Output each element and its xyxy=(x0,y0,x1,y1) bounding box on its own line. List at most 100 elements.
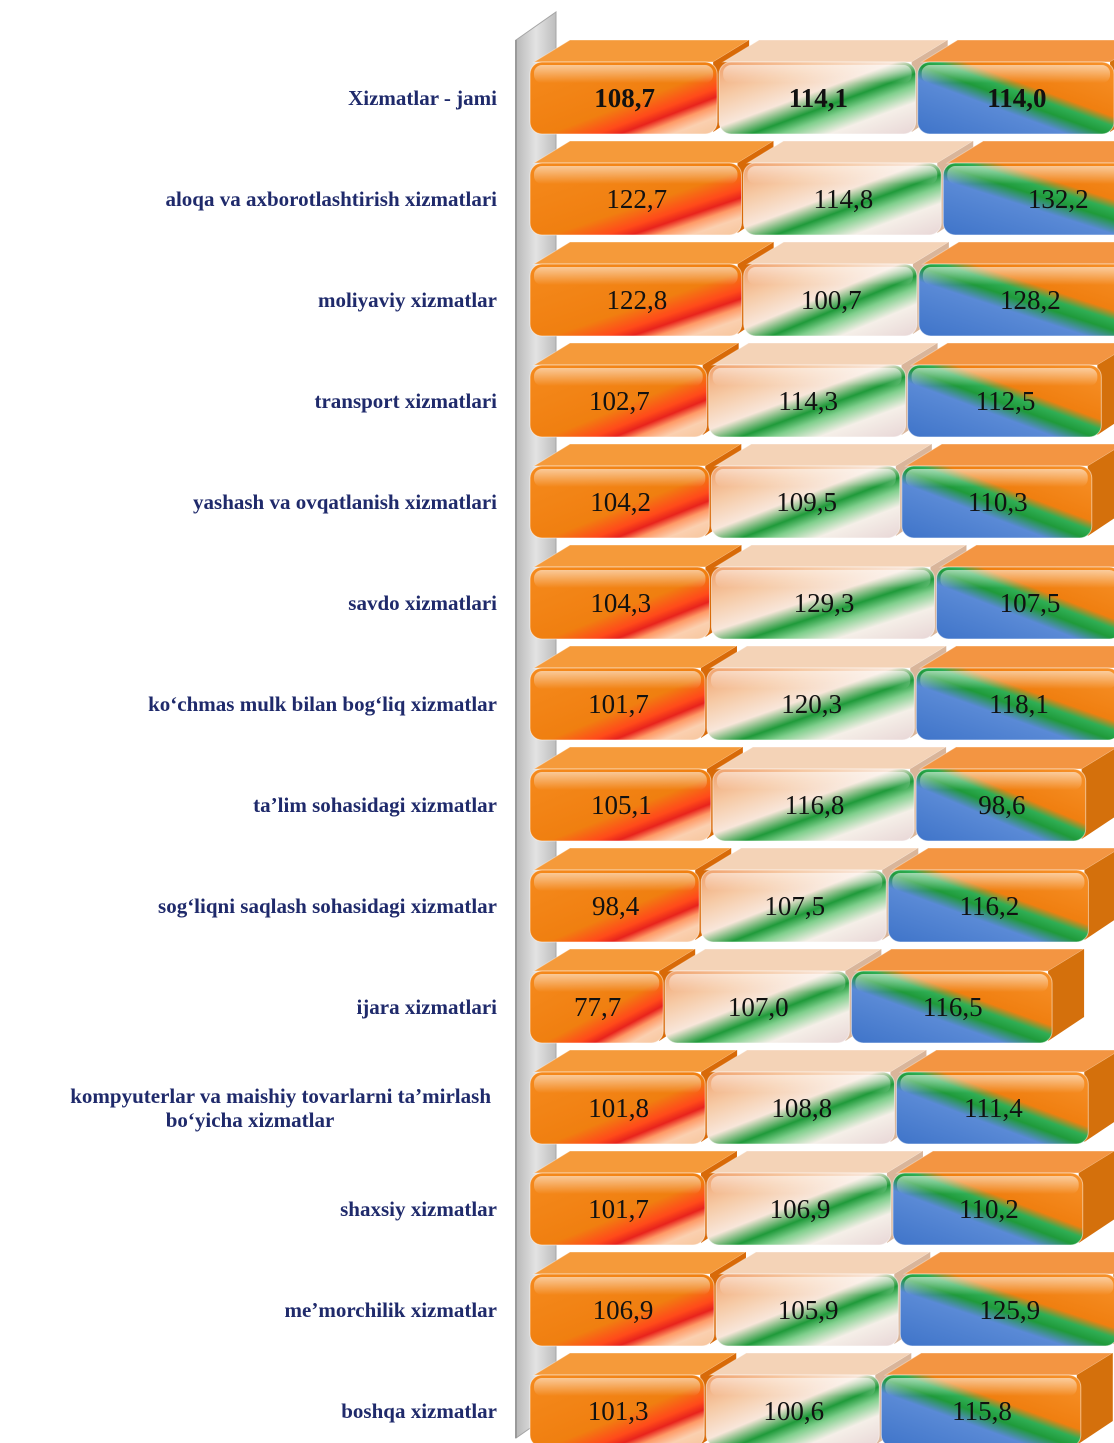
bar-segment: 122,8 xyxy=(529,241,776,337)
bar-top-face xyxy=(532,140,776,164)
data-label: 101,3 xyxy=(588,1396,649,1426)
category-label: transport xizmatlari xyxy=(314,389,497,413)
bar-segment: 108,8 xyxy=(706,1049,929,1145)
category-label-line: me’morchilik xizmatlar xyxy=(285,1298,497,1322)
bar-top-face xyxy=(745,140,976,164)
bar-segment: 107,5 xyxy=(935,544,1114,640)
data-label: 105,9 xyxy=(778,1295,839,1325)
data-label: 109,5 xyxy=(776,487,837,517)
bar-sheen xyxy=(534,1378,701,1396)
data-label: 101,8 xyxy=(588,1093,649,1123)
data-label: 115,8 xyxy=(952,1396,1012,1426)
data-label: 120,3 xyxy=(781,689,842,719)
data-label: 125,9 xyxy=(979,1295,1040,1325)
data-label: 101,7 xyxy=(588,689,649,719)
data-label: 105,1 xyxy=(591,790,652,820)
bar-sheen xyxy=(723,65,912,83)
bar-top-face xyxy=(709,1150,925,1174)
data-label: 100,7 xyxy=(801,285,862,315)
bar-segment: 108,7 xyxy=(529,39,751,135)
bar-segment: 125,9 xyxy=(899,1251,1114,1347)
bar-top-face xyxy=(532,39,751,63)
bar-top-face xyxy=(721,39,950,63)
bar-sheen xyxy=(716,772,911,790)
bar-segment: 110,3 xyxy=(901,443,1114,539)
bar-sheen xyxy=(705,873,883,891)
category-labels: Xizmatlar - jami aloqa va axborotlashtiri… xyxy=(70,86,497,1423)
bar-sheen xyxy=(712,368,902,386)
bar-segment: 128,2 xyxy=(918,241,1114,337)
data-label: 122,8 xyxy=(606,285,667,315)
data-label: 107,5 xyxy=(764,891,825,921)
data-label: 106,9 xyxy=(593,1295,654,1325)
category-label: ko‘chmas mulk bilan bog‘liq xizmatlar xyxy=(148,692,497,716)
bar-segment: 104,3 xyxy=(529,544,744,640)
category-label-line: savdo xizmatlari xyxy=(348,591,497,615)
bar-top-face xyxy=(713,443,934,467)
bar-sheen xyxy=(900,1075,1085,1093)
bar-sheen xyxy=(534,974,660,992)
bar-segment: 114,0 xyxy=(917,39,1114,135)
bar-sheen xyxy=(747,166,938,184)
category-label: aloqa va axborotlashtirish xizmatlari xyxy=(165,187,497,211)
bar-side-face xyxy=(1084,1053,1114,1142)
bar-sheen xyxy=(885,1378,1077,1396)
category-label: moliyaviy xizmatlar xyxy=(318,288,497,312)
data-label: 77,7 xyxy=(574,992,621,1022)
category-label-line: ijara xizmatlari xyxy=(356,995,497,1019)
bar-top-face xyxy=(532,746,745,770)
category-label: savdo xizmatlari xyxy=(348,591,497,615)
bar-side-face xyxy=(1048,949,1085,1041)
bar-segment: 101,7 xyxy=(529,645,739,741)
bar-segment: 101,8 xyxy=(529,1049,739,1145)
data-label: 102,7 xyxy=(589,386,650,416)
bar-sheen xyxy=(911,368,1098,386)
data-label: 107,0 xyxy=(728,992,789,1022)
bar-top-face xyxy=(890,847,1114,871)
category-label-line: ta’lim sohasidagi xizmatlar xyxy=(253,793,497,817)
data-label: 116,8 xyxy=(785,790,845,820)
category-label: ta’lim sohasidagi xizmatlar xyxy=(253,793,497,817)
bar-segment: 122,7 xyxy=(529,140,776,236)
bar-segment: 102,7 xyxy=(529,342,741,438)
bar-sheen xyxy=(534,570,706,588)
bar-top-face xyxy=(532,1251,748,1275)
bar-sheen xyxy=(534,368,703,386)
data-label: 129,3 xyxy=(794,588,855,618)
data-label: 114,3 xyxy=(778,386,838,416)
bar-segment: 109,5 xyxy=(710,443,934,539)
bar-segment: 114,3 xyxy=(708,342,940,438)
data-label: 101,7 xyxy=(588,1194,649,1224)
bar-segment: 98,6 xyxy=(915,746,1114,842)
data-label: 122,7 xyxy=(606,184,667,214)
bar-sheen xyxy=(905,469,1088,487)
bar-sheen xyxy=(534,267,738,285)
data-label: 116,2 xyxy=(959,891,1019,921)
bar-segment: 100,7 xyxy=(743,241,951,337)
bar-sheen xyxy=(922,267,1114,285)
bar-segment: 116,2 xyxy=(887,847,1114,943)
bar-top-face xyxy=(718,1251,933,1275)
data-label: 108,8 xyxy=(771,1093,832,1123)
bar-top-face xyxy=(710,342,940,366)
bar-sheen xyxy=(534,1176,701,1194)
category-label: yashash va ovqatlanish xizmatlari xyxy=(193,490,497,514)
bar-side-face xyxy=(1078,1151,1114,1243)
bar-sheen xyxy=(715,469,896,487)
bar-top-face xyxy=(938,544,1114,568)
bar-side-face xyxy=(1081,749,1114,839)
bar-top-face xyxy=(909,342,1114,366)
bar-side-face xyxy=(1076,1353,1113,1443)
category-label-line: Xizmatlar - jami xyxy=(348,86,497,110)
bar-top-face xyxy=(918,645,1114,669)
bar-sheen xyxy=(920,772,1082,790)
bar-sheen xyxy=(710,1378,876,1396)
bar-top-face xyxy=(532,342,741,366)
bar-segment: 101,3 xyxy=(529,1352,739,1443)
bar-top-face xyxy=(898,1049,1114,1073)
bar-top-face xyxy=(895,1150,1114,1174)
bar-top-face xyxy=(709,645,949,669)
data-label: 110,2 xyxy=(959,1194,1019,1224)
category-label: kompyuterlar va maishiy tovarlarni ta’mi… xyxy=(70,1084,491,1132)
bars: 108,7 114,1 114,0 122,7 114,8 132,2 122,8 100,7… xyxy=(529,39,1114,1443)
